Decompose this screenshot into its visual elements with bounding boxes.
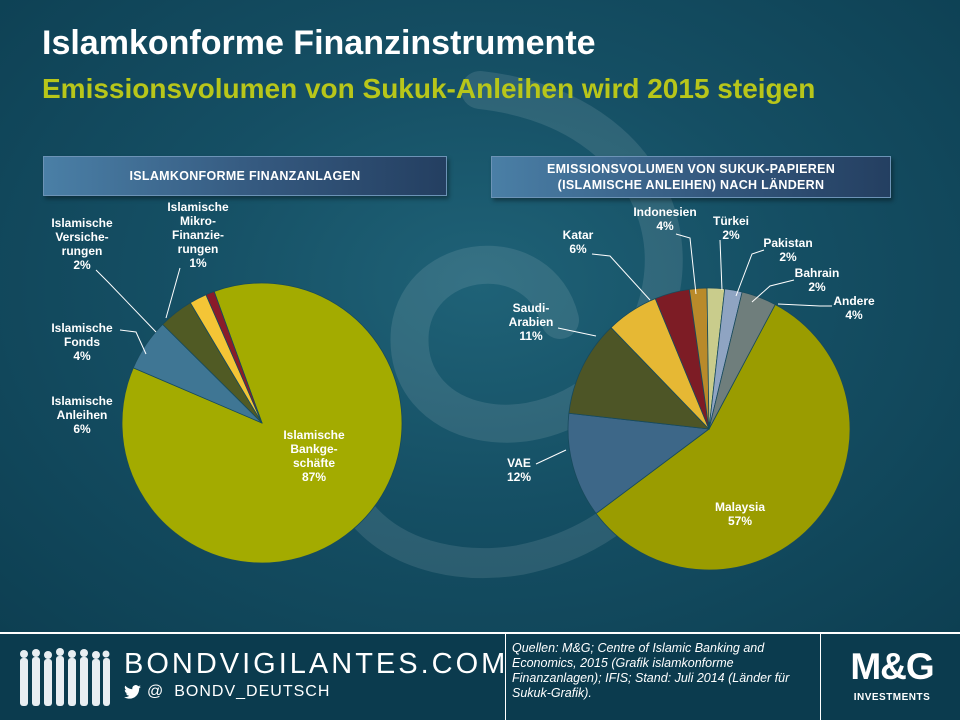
pie-slice-anlagen-4 [205,290,263,424]
footer-divider-left [505,634,506,720]
right-chart-title-line-2: (ISLAMISCHE ANLEIHEN) NACH LÄNDERN [557,178,825,192]
pie-label-name: Islamische Fonds [51,321,113,349]
leader-line-anlagen-4 [165,267,181,319]
pie-label-sukuk-2: Saudi- Arabien 11% [461,301,601,343]
leader-line-sukuk-6 [735,249,765,297]
footer-twitter-handle: @ BONDV_DEUTSCH [124,683,330,701]
pie-label-name: Saudi- Arabien [508,301,554,329]
page-subtitle: Emissionsvolumen von Sukuk-Anleihen wird… [42,73,816,104]
pie-label-name: Malaysia [714,500,766,514]
leader-line-sukuk-4 [675,233,697,295]
pie-label-name: Andere [833,294,875,308]
leader-line-anlagen-2 [119,329,147,355]
pie-label-name: VAE [507,456,531,470]
pie-slice-sukuk-2 [568,327,711,430]
pie-label-value: 2% [73,258,91,272]
pie-slice-sukuk-0 [595,303,851,571]
pie-label-sukuk-7: Bahrain 2% [747,266,887,294]
pie-label-sukuk-4: Indonesien 4% [595,205,735,233]
leader-line-sukuk-2 [557,327,597,337]
pie-label-anlagen-2: Islamische Fonds 4% [12,321,152,363]
pie-label-sukuk-5: Türkei 2% [661,214,801,242]
right-chart-title-line-1: EMISSIONSVOLUMEN VON SUKUK-PAPIEREN [546,162,836,176]
pie-label-value: 4% [73,349,91,363]
left-chart-title: ISLAMKONFORME FINANZANLAGEN [43,156,447,196]
pie-label-name: Islamische Mikro- Finanzie- rungen [167,200,229,256]
pie-slice-sukuk-1 [567,412,711,515]
leader-line-sukuk-3 [591,253,651,301]
pie-label-sukuk-3: Katar 6% [508,228,648,256]
leader-line-sukuk-8 [777,303,832,307]
footer-divider-right [820,634,821,720]
leader-line-anlagen-3 [95,269,157,333]
pie-label-sukuk-8: Andere 4% [784,294,924,322]
pie-label-anlagen-1: Islamische Anleihen 6% [12,394,152,436]
logo-text: M&G [850,646,934,687]
footer-sources: Quellen: M&G; Centre of Islamic Banking … [512,641,790,700]
pie-label-value: 4% [656,219,674,233]
pie-label-name: Islamische Bankge- schäfte [283,428,345,470]
pie-label-value: 4% [845,308,863,322]
pie-label-value: 57% [727,514,753,528]
pie-label-value: 6% [73,422,91,436]
pie-slice-sukuk-8 [708,291,776,430]
pie-label-sukuk-6: Pakistan 2% [718,236,858,264]
footer-brand: BONDVIGILANTES.COM [124,648,509,680]
pie-label-sukuk-1: VAE 12% [449,456,589,484]
right-chart-title: EMISSIONSVOLUMEN VON SUKUK-PAPIEREN (ISL… [491,156,891,198]
pie-label-value: 6% [569,242,587,256]
pie-label-name: Bahrain [794,266,840,280]
left-chart-title-line: ISLAMKONFORME FINANZANLAGEN [129,169,361,183]
leader-line-sukuk-7 [751,279,795,303]
pie-label-name: Pakistan [763,236,813,250]
leader-line-sukuk-5 [719,239,723,291]
pie-label-value: 87% [301,470,327,484]
people-group-icon [20,648,110,706]
page-title: Islamkonforme Finanzinstrumente [42,24,596,62]
pie-label-value: 2% [779,250,797,264]
pie-label-name: Islamische Versiche- rungen [51,216,113,258]
pie-label-value: 2% [808,280,826,294]
pie-charts [95,233,851,571]
leader-line-sukuk-1 [535,449,567,465]
pie-label-anlagen-0: Islamische Bankge- schäfte 87% [244,428,384,484]
pie-label-value: 2% [722,228,740,242]
pie-label-sukuk-0: Malaysia 57% [670,500,810,528]
logo-subtext: INVESTMENTS [853,692,931,703]
handle-text: BONDV_DEUTSCH [174,683,331,700]
pie-label-value: 11% [519,329,543,343]
pie-label-name: Islamische Anleihen [51,394,113,422]
mg-logo-icon: M&G INVESTMENTS [836,646,948,708]
pie-label-name: Katar [562,228,594,242]
handle-at: @ [147,683,165,700]
footer [0,632,960,720]
pie-label-name: Indonesien [633,205,697,219]
pie-label-value: 12% [506,470,532,484]
pie-label-anlagen-4: Islamische Mikro- Finanzie- rungen 1% [128,200,268,270]
twitter-bird-icon [124,685,141,699]
pie-label-value: 1% [189,256,207,270]
pie-label-name: Türkei [712,214,749,228]
pie-label-anlagen-3: Islamische Versiche- rungen 2% [12,216,152,272]
